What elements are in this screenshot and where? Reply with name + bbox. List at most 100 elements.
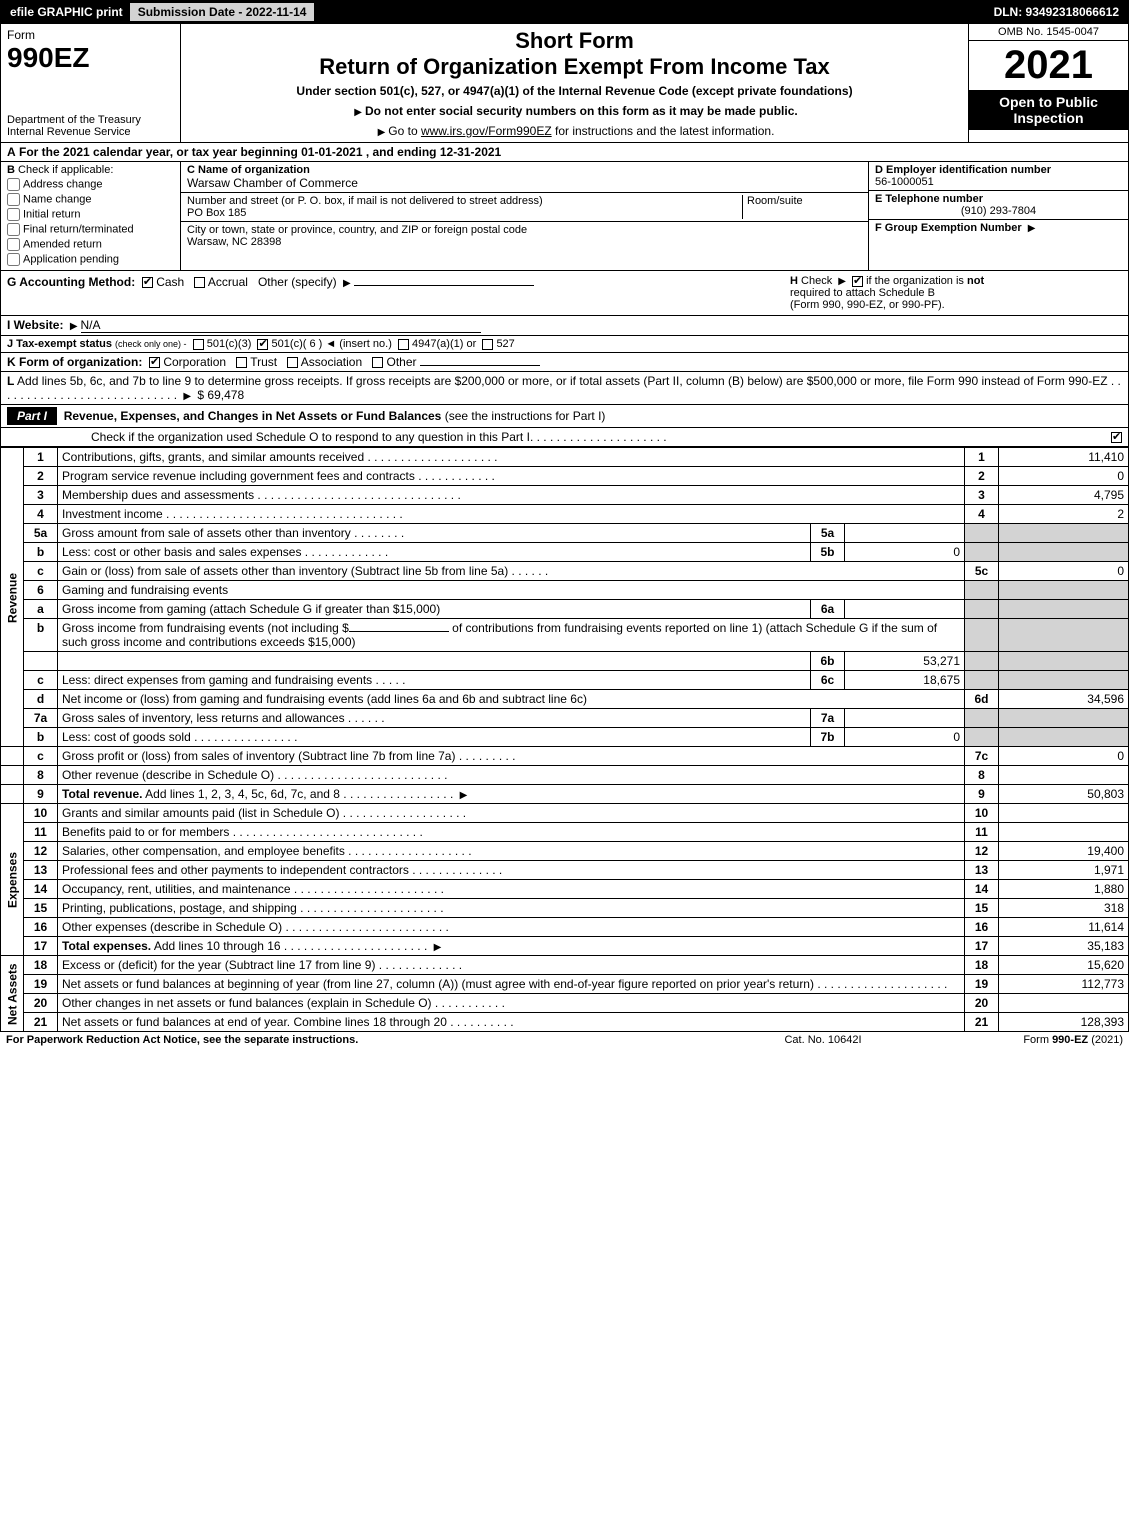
footer-formno: Form 990-EZ (2021) [923,1034,1123,1046]
line-5a-value [845,524,965,543]
part-i-header: Part I Revenue, Expenses, and Changes in… [0,405,1129,428]
form-header: Form 990EZ Department of the Treasury In… [0,24,1129,143]
city-row: City or town, state or province, country… [181,222,868,250]
form-label: Form [7,28,174,42]
org-name: Warsaw Chamber of Commerce [187,176,862,190]
col-d-e-f: D Employer identification number 56-1000… [868,162,1128,270]
dln-label: DLN: 93492318066612 [994,5,1125,19]
line-8-value [999,766,1129,785]
row-l: L Add lines 5b, 6c, and 7b to line 9 to … [0,372,1129,405]
row-j: J Tax-exempt status (check only one) - 5… [0,336,1129,353]
footer-catno: Cat. No. 10642I [723,1034,923,1046]
netassets-side-label: Net Assets [1,956,24,1032]
check-4947[interactable] [398,339,409,350]
row-g-h: G Accounting Method: Cash Accrual Other … [0,271,1129,316]
header-right: OMB No. 1545-0047 2021 Open to Public In… [968,24,1128,142]
form-number: 990EZ [7,42,174,74]
check-501c3[interactable] [193,339,204,350]
check-initial-return[interactable]: Initial return [7,208,174,221]
website-value: N/A [81,318,481,333]
line-2-value: 0 [999,467,1129,486]
line-11-value [999,823,1129,842]
gross-receipts: $ 69,478 [197,388,244,402]
line-14-value: 1,880 [999,880,1129,899]
line-6a-value [845,600,965,619]
ein-value: 56-1000051 [875,176,934,188]
top-bar: efile GRAPHIC print Submission Date - 20… [0,0,1129,24]
revenue-table: Revenue 1Contributions, gifts, grants, a… [0,447,1129,1032]
arrow-icon [340,275,354,289]
check-527[interactable] [482,339,493,350]
line-16-value: 11,614 [999,918,1129,937]
org-city: Warsaw, NC 28398 [187,236,862,248]
department: Department of the Treasury Internal Reve… [7,114,174,138]
check-501c[interactable] [257,339,268,350]
line-5b-value: 0 [845,543,965,562]
org-name-row: C Name of organization Warsaw Chamber of… [181,162,868,193]
irs-link[interactable]: www.irs.gov/Form990EZ [421,124,552,138]
line-19-value: 112,773 [999,975,1129,994]
check-schedule-o[interactable] [1111,432,1122,443]
omb-number: OMB No. 1545-0047 [969,24,1128,41]
part-i-label: Part I [7,407,57,425]
line-12-value: 19,400 [999,842,1129,861]
footer: For Paperwork Reduction Act Notice, see … [0,1032,1129,1048]
form-note2: Go to www.irs.gov/Form990EZ for instruct… [375,124,775,138]
line-18-value: 15,620 [999,956,1129,975]
group-exemption-row: F Group Exemption Number [869,220,1128,236]
check-corporation[interactable] [149,357,160,368]
check-trust[interactable] [236,357,247,368]
phone-value: (910) 293-7804 [875,205,1122,217]
col-b: B Check if applicable: Address change Na… [1,162,181,270]
line-7a-value [845,709,965,728]
part-i-checknote: Check if the organization used Schedule … [0,428,1129,447]
check-other[interactable] [372,357,383,368]
ein-row: D Employer identification number 56-1000… [869,162,1128,191]
line-13-value: 1,971 [999,861,1129,880]
line-5c-value: 0 [999,562,1129,581]
check-accrual[interactable] [194,277,205,288]
check-address-change[interactable]: Address change [7,178,174,191]
line-1-value: 11,410 [999,448,1129,467]
arrow-icon [351,104,365,118]
arrow-icon [67,318,81,332]
form-note1: Do not enter social security numbers on … [351,104,797,118]
check-name-change[interactable]: Name change [7,193,174,206]
line-6d-value: 34,596 [999,690,1129,709]
line-a: A For the 2021 calendar year, or tax yea… [0,143,1129,162]
short-form-label: Short Form [515,28,634,54]
revenue-side-label: Revenue [1,448,24,747]
address-row: Number and street (or P. O. box, if mail… [181,193,868,222]
check-amended-return[interactable]: Amended return [7,238,174,251]
line-4-value: 2 [999,505,1129,524]
header-left: Form 990EZ Department of the Treasury In… [1,24,181,142]
line-15-value: 318 [999,899,1129,918]
arrow-icon [835,275,849,287]
line-10-value [999,804,1129,823]
line-3-value: 4,795 [999,486,1129,505]
arrow-icon [180,388,194,402]
form-subtitle: Under section 501(c), 527, or 4947(a)(1)… [296,84,852,98]
check-association[interactable] [287,357,298,368]
line-6b-value: 53,271 [845,652,965,671]
check-schedule-b[interactable] [852,276,863,287]
row-k: K Form of organization: Corporation Trus… [0,353,1129,372]
check-application-pending[interactable]: Application pending [7,253,174,266]
check-cash[interactable] [142,277,153,288]
header-mid: Short Form Return of Organization Exempt… [181,24,968,142]
line-17-value: 35,183 [999,937,1129,956]
efile-label: efile GRAPHIC print [4,3,129,21]
arrow-icon [375,124,389,138]
arrow-icon [457,787,471,801]
line-7c-value: 0 [999,747,1129,766]
org-address: PO Box 185 [187,207,742,219]
line-9-value: 50,803 [999,785,1129,804]
line-6c-value: 18,675 [845,671,965,690]
tax-year: 2021 [969,41,1128,90]
arrow-icon [431,939,445,953]
line-7b-value: 0 [845,728,965,747]
col-c: C Name of organization Warsaw Chamber of… [181,162,868,270]
check-final-return[interactable]: Final return/terminated [7,223,174,236]
line-20-value [999,994,1129,1013]
open-inspection: Open to Public Inspection [969,90,1128,130]
